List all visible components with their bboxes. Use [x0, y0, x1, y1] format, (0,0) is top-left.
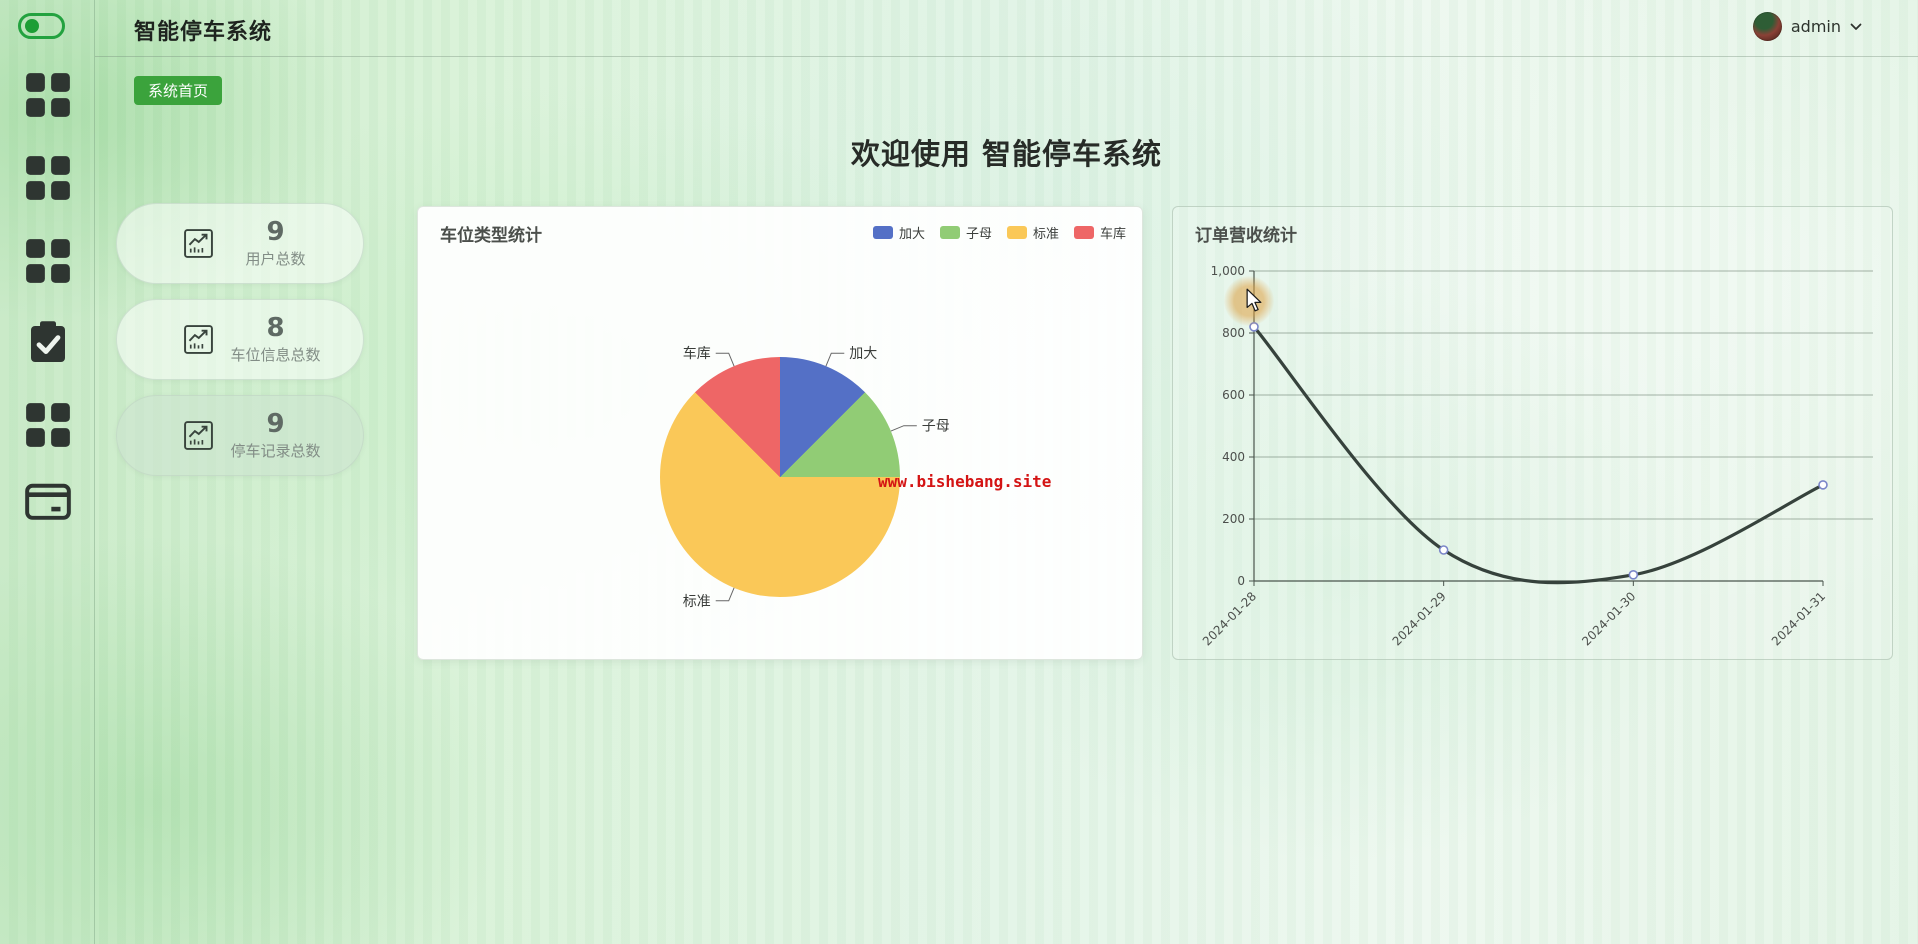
trend-chart-icon — [184, 325, 213, 354]
grid-menu-icon — [25, 403, 70, 447]
legend-swatch-icon — [1006, 226, 1027, 239]
pie-chart[interactable] — [660, 357, 900, 597]
legend-swatch-icon — [872, 226, 893, 239]
breadcrumb-tag[interactable]: 系统首页 — [134, 76, 223, 105]
sidebar-item-records[interactable] — [0, 314, 95, 370]
user-menu[interactable]: admin — [1752, 12, 1862, 41]
legend-item[interactable]: 车库 — [1073, 223, 1126, 242]
trend-chart-icon — [184, 421, 213, 450]
sidebar-item-menu-3[interactable] — [0, 233, 95, 289]
legend-swatch-icon — [1073, 226, 1094, 239]
svg-text:800: 800 — [1222, 326, 1245, 340]
sidebar-collapse-toggle[interactable] — [18, 13, 65, 39]
svg-text:400: 400 — [1222, 450, 1245, 464]
line-chart[interactable]: 0 200 400 600 800 1,000 2024-01-28 2024-01-29 20… — [1173, 207, 1894, 661]
svg-text:0: 0 — [1237, 574, 1245, 588]
svg-text:600: 600 — [1222, 388, 1245, 402]
chevron-down-icon — [1850, 23, 1862, 30]
grid-menu-icon — [25, 239, 70, 283]
revenue-chart-card: 订单营收统计 0 200 400 600 800 1,000 2024-01-28 2024-… — [1172, 206, 1893, 660]
sidebar-item-menu-1[interactable] — [0, 67, 95, 123]
legend-item[interactable]: 标准 — [1006, 223, 1059, 242]
stat-value: 9 — [266, 216, 285, 247]
sidebar-item-payment[interactable] — [0, 474, 95, 530]
legend-swatch-icon — [939, 226, 960, 239]
stat-card-parking-records[interactable]: 9 停车记录总数 — [116, 395, 364, 476]
legend-label: 加大 — [898, 227, 925, 242]
stat-label: 车位信息总数 — [230, 346, 321, 365]
svg-text:1,000: 1,000 — [1211, 264, 1245, 278]
svg-text:加大: 加大 — [849, 346, 877, 362]
svg-text:标准: 标准 — [683, 594, 711, 610]
grid-menu-icon — [25, 73, 70, 117]
header: 智能停车系统 admin — [95, 0, 1918, 57]
legend-label: 子母 — [965, 227, 992, 242]
chart-title: 车位类型统计 — [440, 226, 542, 246]
stat-value: 8 — [266, 312, 285, 343]
credit-card-icon — [24, 483, 71, 520]
svg-text:2024-01-31: 2024-01-31 — [1769, 589, 1828, 648]
svg-text:2024-01-28: 2024-01-28 — [1200, 589, 1259, 648]
stat-card-users[interactable]: 9 用户总数 — [116, 203, 364, 284]
chart-legend: 加大 子母 标准 车库 — [872, 223, 1126, 242]
watermark: www.bishebang.site — [878, 472, 1052, 491]
svg-text:200: 200 — [1222, 512, 1245, 526]
grid-menu-icon — [25, 156, 70, 200]
sidebar — [0, 0, 95, 944]
svg-text:2024-01-29: 2024-01-29 — [1390, 589, 1449, 648]
stats-panel: 9 用户总数 8 车位信息总数 9 — [116, 203, 364, 491]
legend-item[interactable]: 加大 — [872, 223, 925, 242]
svg-text:2024-01-30: 2024-01-30 — [1579, 589, 1638, 648]
sidebar-item-menu-4[interactable] — [0, 397, 95, 453]
chart-title: 订单营收统计 — [1195, 226, 1297, 246]
svg-text:车库: 车库 — [683, 345, 711, 362]
parking-type-chart-card: 车位类型统计 加大 子母 标准 车库 加大 子母 标准 车库 www.bishebang.s… — [417, 206, 1143, 660]
stat-value: 9 — [266, 408, 285, 439]
toggle-knob-icon — [25, 19, 39, 33]
clipboard-check-icon — [30, 321, 65, 362]
legend-label: 标准 — [1032, 227, 1059, 242]
legend-item[interactable]: 子母 — [939, 223, 992, 242]
avatar[interactable] — [1752, 12, 1782, 41]
stat-label: 停车记录总数 — [230, 442, 321, 461]
welcome-title: 欢迎使用 智能停车系统 — [850, 137, 1163, 171]
trend-chart-icon — [184, 229, 213, 258]
stat-label: 用户总数 — [245, 250, 306, 269]
sidebar-item-menu-2[interactable] — [0, 150, 95, 206]
legend-label: 车库 — [1099, 227, 1126, 242]
stat-card-parking-spaces[interactable]: 8 车位信息总数 — [116, 299, 364, 380]
username: admin — [1790, 17, 1841, 36]
app-title: 智能停车系统 — [134, 20, 273, 45]
svg-text:子母: 子母 — [922, 419, 950, 435]
